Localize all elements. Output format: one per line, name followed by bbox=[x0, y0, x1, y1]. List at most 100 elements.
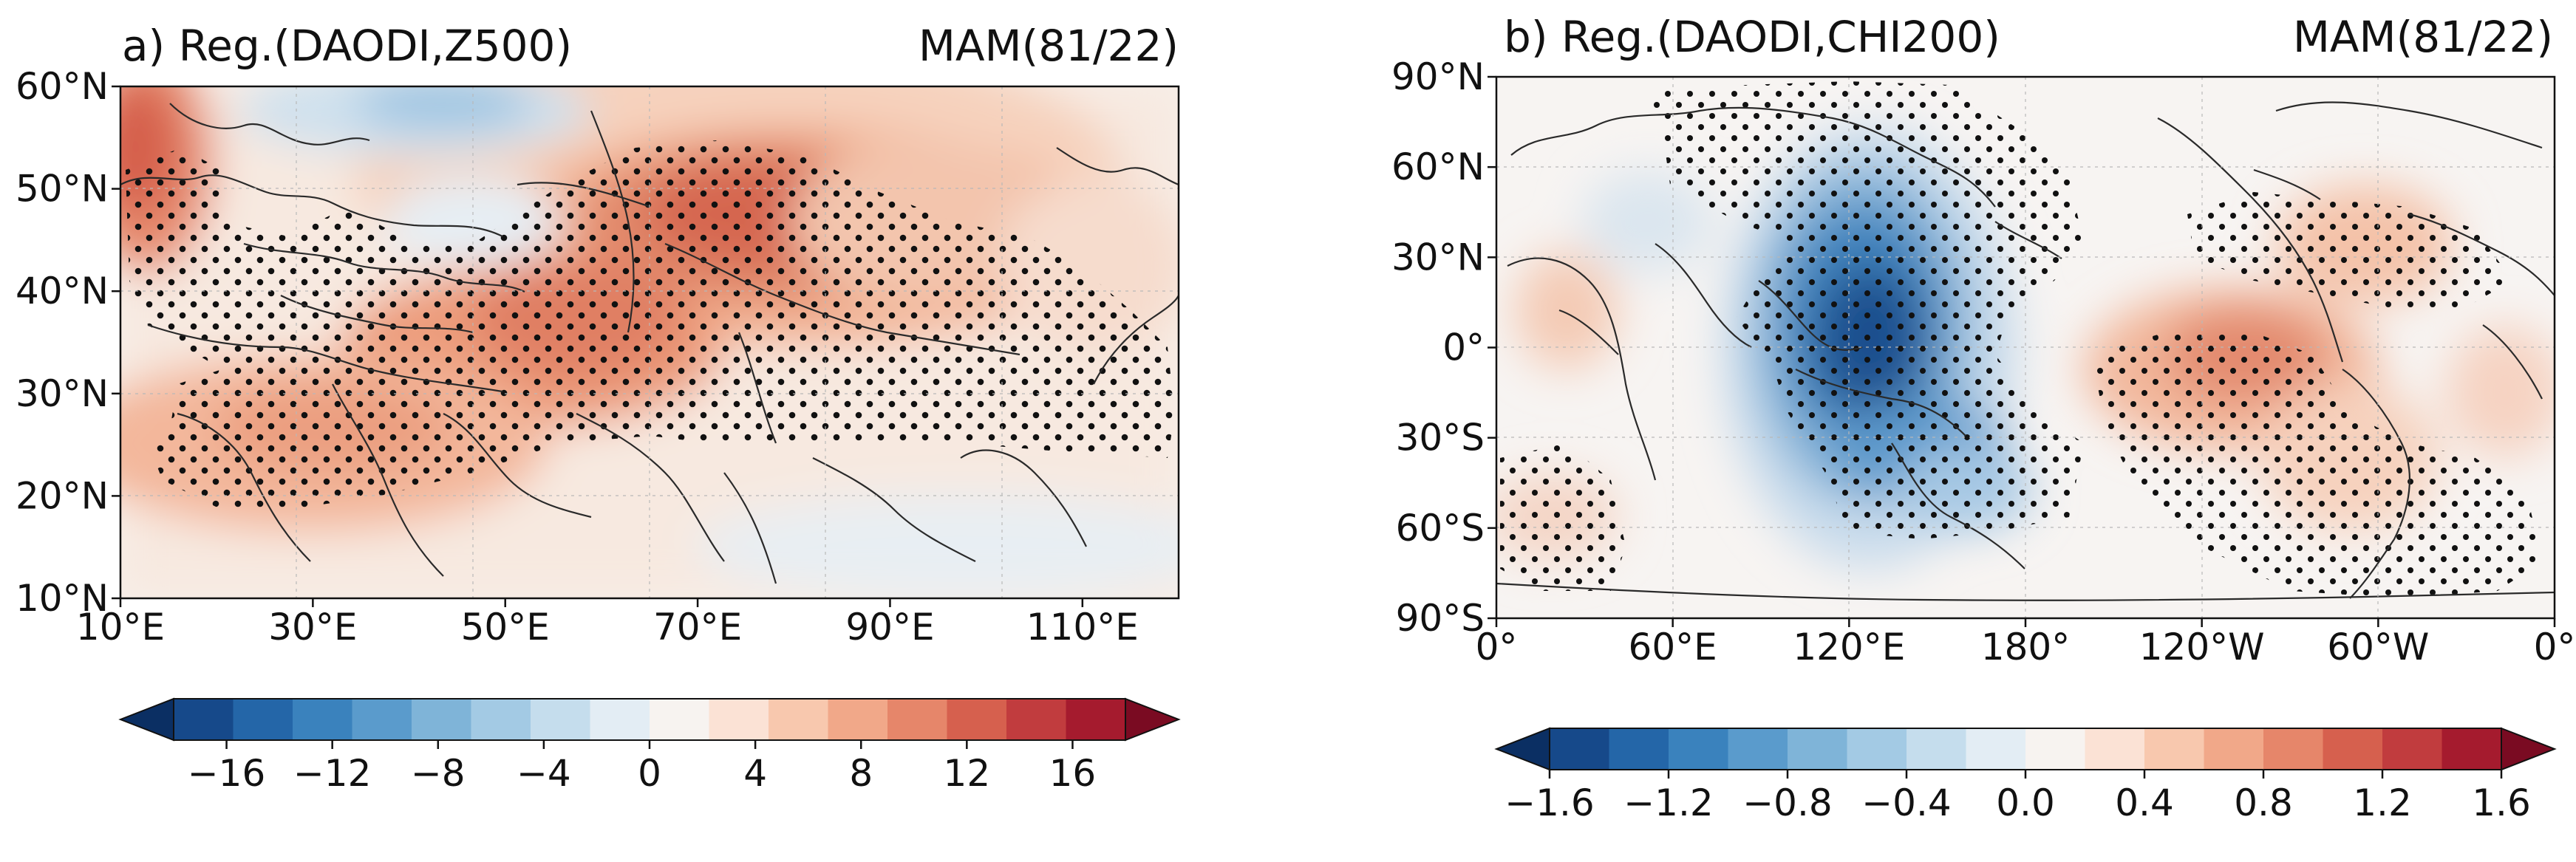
lon-tick-label: 30°E bbox=[268, 606, 357, 649]
colorbar-segment bbox=[1550, 728, 1610, 770]
lat-tick-label: 10°N bbox=[16, 577, 109, 620]
colorbar-tick-label: 8 bbox=[849, 752, 873, 795]
colorbar-segment bbox=[1847, 728, 1907, 770]
panel-b-colorbar: −1.6 −1.2 −0.8 −0.4 0.0 0.4 0.8 1.2 1.6 bbox=[1494, 727, 2557, 824]
colorbar-tick-label: 16 bbox=[1049, 752, 1097, 795]
colorbar-tick-label: −0.4 bbox=[1861, 781, 1951, 824]
panel-a-gridlines bbox=[120, 86, 1179, 598]
colorbar-segment bbox=[650, 699, 710, 740]
panel-b-coastlines bbox=[1496, 101, 2555, 601]
panel-a-lat-axis: 60°N 50°N 40°N 30°N 20°N 10°N bbox=[16, 65, 120, 620]
colorbar-segment bbox=[2144, 728, 2205, 770]
panel-a-map bbox=[120, 86, 1179, 598]
colorbar-segment bbox=[293, 699, 353, 740]
lon-tick-label: 10°E bbox=[76, 606, 165, 649]
colorbar-tick-label: 1.2 bbox=[2353, 781, 2412, 824]
colorbar-segment bbox=[1006, 699, 1067, 740]
colorbar-segment bbox=[947, 699, 1007, 740]
lon-tick-label: 0° bbox=[2534, 626, 2576, 668]
lon-tick-label: 120°E bbox=[1793, 626, 1905, 668]
lat-tick-label: 60°N bbox=[16, 65, 109, 108]
panel-b-stipple-south bbox=[1500, 443, 1626, 591]
colorbar-segment bbox=[1907, 728, 1967, 770]
lat-tick-label: 40°N bbox=[16, 270, 109, 312]
colorbar-segment bbox=[2442, 728, 2502, 770]
lat-tick-label: 30°N bbox=[1391, 236, 1485, 278]
lon-tick-label: 60°W bbox=[2327, 626, 2429, 668]
lat-tick-label: 50°N bbox=[16, 168, 109, 211]
colorbar-tick-label: −4 bbox=[517, 752, 571, 795]
colorbar-segment bbox=[2025, 728, 2086, 770]
colorbar-segment bbox=[590, 699, 650, 740]
colorbar-tick-label: −1.6 bbox=[1505, 781, 1594, 824]
lon-tick-label: 110°E bbox=[1026, 606, 1139, 649]
panel-a: a) Reg.(DAODI,Z500) MAM(81/22) bbox=[16, 21, 1181, 795]
lat-tick-label: 60°S bbox=[1396, 507, 1485, 550]
colorbar-min-extension bbox=[118, 697, 174, 742]
lat-tick-label: 60°N bbox=[1391, 146, 1485, 188]
colorbar-tick-label: 0.4 bbox=[2115, 781, 2174, 824]
panel-a-colorbar: −16 −12 −8 −4 0 4 8 12 16 bbox=[118, 697, 1181, 795]
panel-b-season: MAM(81/22) bbox=[2293, 12, 2553, 62]
lat-tick-label: 30°N bbox=[16, 372, 109, 415]
panel-a-map-frame bbox=[119, 85, 1180, 600]
panel-b-stipple-east bbox=[2091, 332, 2542, 598]
colorbar-segment bbox=[352, 699, 412, 740]
colorbar-segment bbox=[2263, 728, 2324, 770]
colorbar-segment bbox=[471, 699, 531, 740]
colorbar-tick-label: 0.8 bbox=[2234, 781, 2293, 824]
colorbar-max-extension bbox=[1125, 697, 1181, 742]
colorbar-tick-label: 0 bbox=[638, 752, 661, 795]
colorbar-segment bbox=[174, 699, 234, 740]
colorbar-segment bbox=[2323, 728, 2383, 770]
lon-tick-label: 180° bbox=[1981, 626, 2070, 668]
colorbar-tick-label: 4 bbox=[743, 752, 767, 795]
panel-a-stipple-region bbox=[126, 140, 1175, 510]
colorbar-segment bbox=[412, 699, 472, 740]
lon-tick-label: 0° bbox=[1476, 626, 1518, 668]
panel-a-lon-axis: 10°E 30°E 50°E 70°E 90°E 110°E bbox=[76, 598, 1139, 649]
colorbar-tick-label: 12 bbox=[944, 752, 991, 795]
lat-tick-label: 30°S bbox=[1396, 417, 1485, 459]
colorbar-segment bbox=[1669, 728, 1729, 770]
panel-b-stipple-west bbox=[1648, 81, 2084, 539]
colorbar-segment bbox=[709, 699, 769, 740]
colorbar-segment bbox=[2204, 728, 2264, 770]
colorbar-segment bbox=[531, 699, 591, 740]
lon-tick-label: 120°W bbox=[2139, 626, 2265, 668]
colorbar-tick-label: −12 bbox=[293, 752, 372, 795]
colorbar-tick-label: 1.6 bbox=[2472, 781, 2531, 824]
panel-b-title: b) Reg.(DAODI,CHI200) bbox=[1504, 12, 2000, 62]
lat-tick-label: 90°S bbox=[1396, 597, 1485, 640]
colorbar-min-extension bbox=[1494, 727, 1550, 771]
colorbar-segment bbox=[2382, 728, 2443, 770]
panel-b: b) Reg.(DAODI,CHI200) MAM(81/22) bbox=[1391, 12, 2575, 824]
panel-a-title: a) Reg.(DAODI,Z500) bbox=[122, 21, 572, 71]
colorbar-segment bbox=[1609, 728, 1669, 770]
colorbar-segment bbox=[887, 699, 948, 740]
lon-tick-label: 70°E bbox=[653, 606, 742, 649]
colorbar-segment bbox=[2085, 728, 2145, 770]
panel-a-coastlines bbox=[120, 103, 1179, 584]
lat-tick-label: 0° bbox=[1442, 326, 1485, 369]
lon-tick-label: 90°E bbox=[845, 606, 934, 649]
colorbar-tick-label: −16 bbox=[188, 752, 266, 795]
colorbar-segment bbox=[233, 699, 293, 740]
colorbar-max-extension bbox=[2501, 727, 2557, 771]
colorbar-tick-label: −1.2 bbox=[1623, 781, 1713, 824]
lat-tick-label: 20°N bbox=[16, 474, 109, 517]
panel-b-gridlines bbox=[1496, 77, 2555, 618]
panel-b-lat-axis: 90°N 60°N 30°N 0° 30°S 60°S 90°S bbox=[1391, 55, 1496, 640]
colorbar-tick-label: 0.0 bbox=[1996, 781, 2055, 824]
colorbar-tick-label: −0.8 bbox=[1742, 781, 1832, 824]
colorbar-segment bbox=[828, 699, 888, 740]
colorbar-segment bbox=[1728, 728, 1788, 770]
colorbar-segment bbox=[1966, 728, 2026, 770]
colorbar-segment bbox=[1066, 699, 1126, 740]
colorbar-segment bbox=[1788, 728, 1848, 770]
panel-b-lon-axis: 0° 60°E 120°E 180° 120°W 60°W 0° bbox=[1476, 618, 2576, 668]
colorbar-segment bbox=[769, 699, 829, 740]
lon-tick-label: 60°E bbox=[1629, 626, 1717, 668]
colorbar-tick-label: −8 bbox=[411, 752, 466, 795]
